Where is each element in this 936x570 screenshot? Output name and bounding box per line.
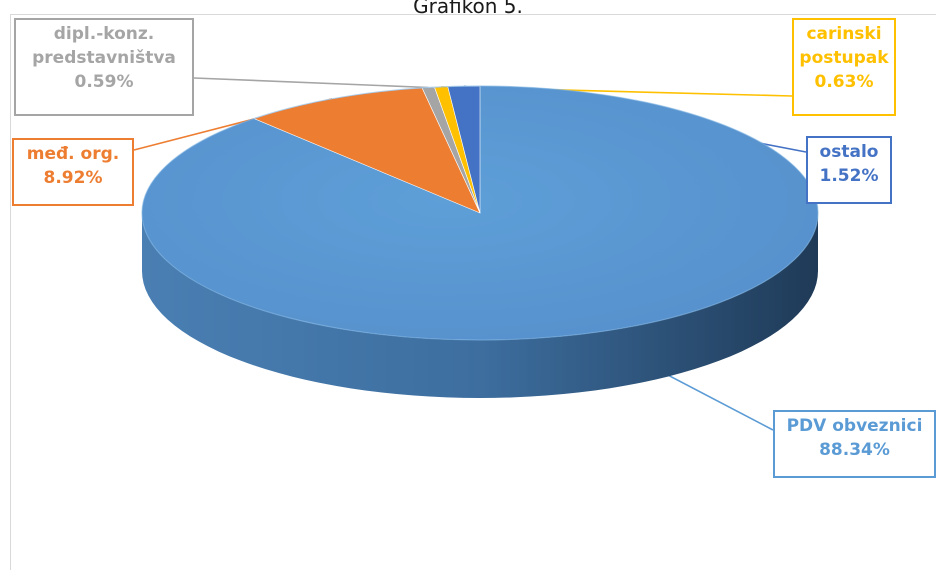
label-pdv-line1: PDV obveznici	[786, 416, 923, 436]
label-ostalo: ostalo 1.52%	[806, 136, 892, 204]
label-med-value: 8.92%	[43, 168, 103, 188]
label-ostalo-value: 1.52%	[819, 166, 879, 186]
pie-side-wall	[142, 213, 818, 398]
chart-frame-top	[10, 14, 936, 15]
label-carinski-postupak: carinski postupak 0.63%	[792, 18, 896, 116]
label-dipl-konz: dipl.-konz. predstavništva 0.59%	[14, 18, 194, 116]
label-carin-value: 0.63%	[814, 72, 874, 92]
label-dipl-value: 0.59%	[74, 72, 134, 92]
label-pdv-value: 88.34%	[819, 440, 890, 460]
pie-side	[142, 213, 818, 398]
label-carin-line2: postupak	[799, 48, 889, 68]
leader-line-dipl	[193, 77, 429, 89]
pie-top	[141, 85, 819, 341]
label-carin-line1: carinski	[806, 24, 882, 44]
label-dipl-line2: predstavništva	[32, 48, 176, 68]
label-med-line1: međ. org.	[26, 144, 120, 164]
label-med-org: međ. org. 8.92%	[12, 138, 134, 206]
chart-title: Grafikon 5.	[413, 0, 523, 18]
chart-frame-left	[10, 14, 11, 570]
label-pdv-obveznici: PDV obveznici 88.34%	[773, 410, 936, 478]
label-ostalo-line1: ostalo	[819, 142, 879, 162]
label-dipl-line1: dipl.-konz.	[53, 24, 155, 44]
pie-rim	[141, 85, 819, 341]
